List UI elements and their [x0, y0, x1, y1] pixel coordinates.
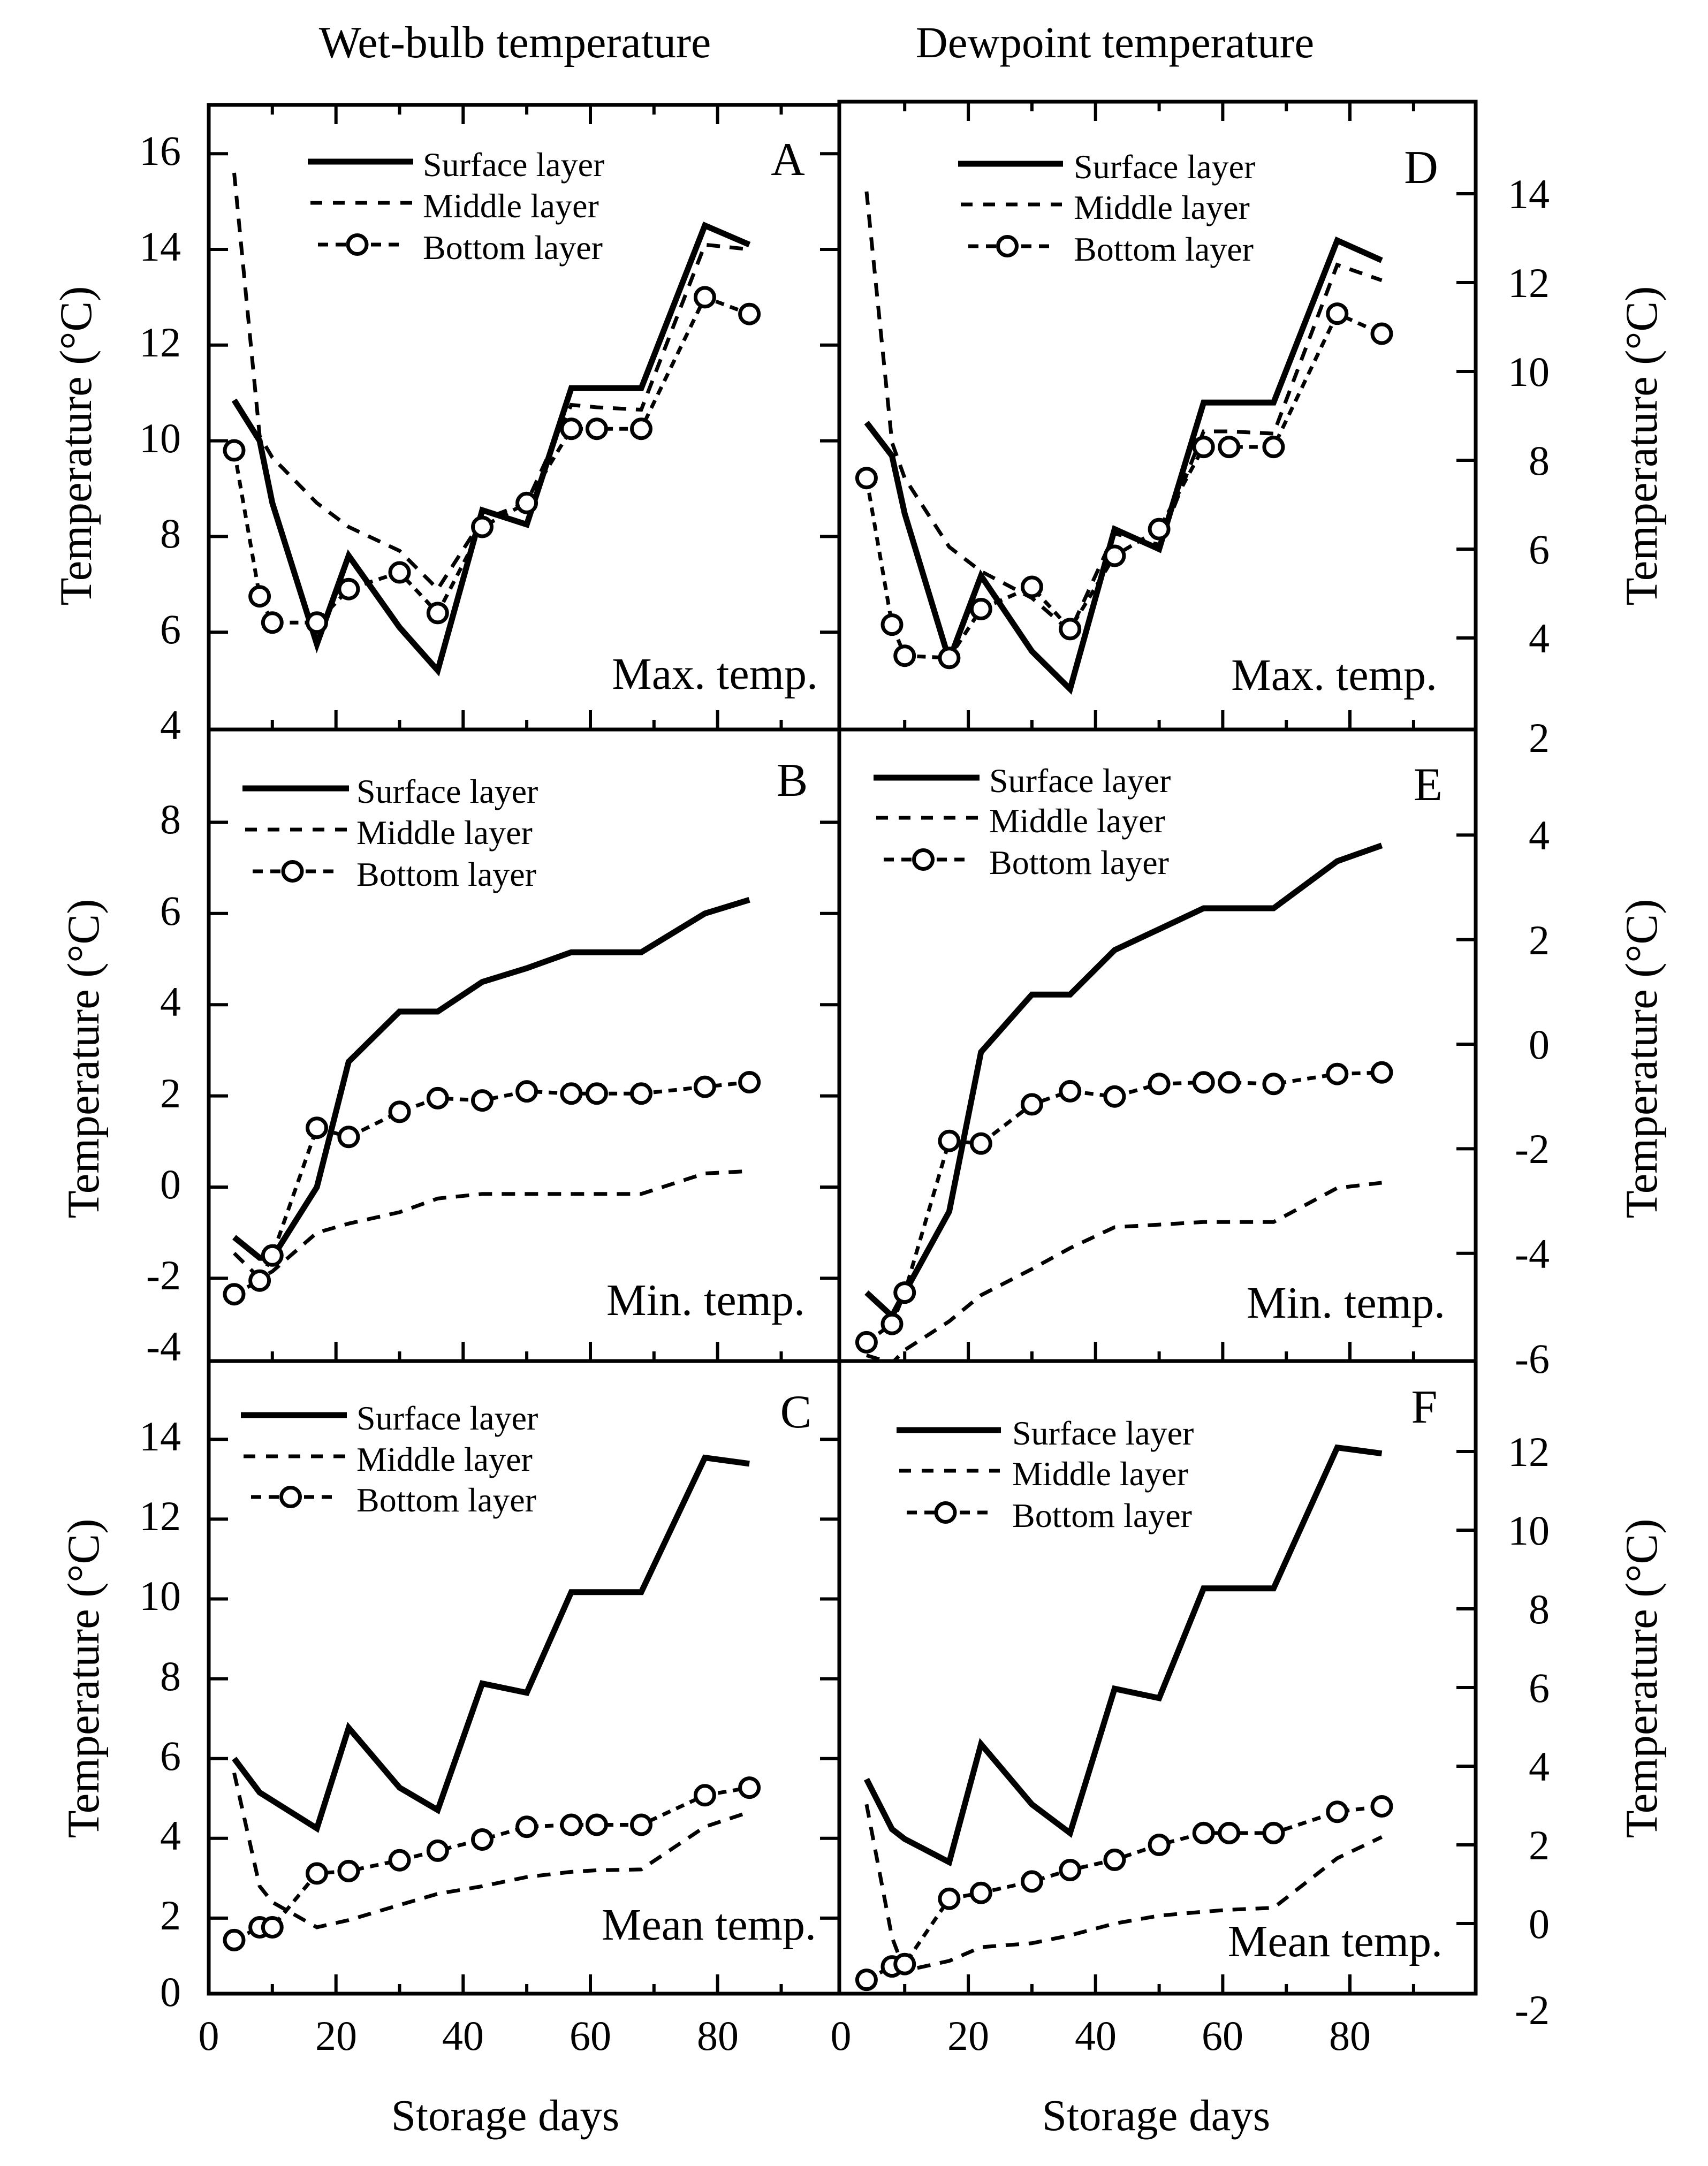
svg-text:Surface layer: Surface layer	[1074, 148, 1255, 186]
svg-text:Surface layer: Surface layer	[989, 762, 1171, 800]
svg-text:6: 6	[160, 1732, 181, 1779]
svg-text:E: E	[1414, 759, 1443, 811]
svg-text:Middle layer: Middle layer	[1074, 188, 1250, 226]
svg-text:6: 6	[160, 887, 181, 934]
svg-text:2: 2	[1529, 917, 1550, 963]
svg-text:Middle layer: Middle layer	[356, 814, 533, 852]
svg-text:Min. temp.: Min. temp.	[606, 1275, 805, 1325]
svg-text:Storage days: Storage days	[391, 2091, 619, 2140]
svg-text:2: 2	[1529, 1822, 1550, 1868]
svg-text:Wet-bulb temperature: Wet-bulb temperature	[319, 18, 711, 67]
svg-text:-6: -6	[1515, 1335, 1550, 1382]
svg-text:Max. temp.: Max. temp.	[1231, 650, 1437, 700]
svg-text:8: 8	[1529, 1586, 1550, 1632]
svg-text:16: 16	[139, 127, 181, 174]
svg-text:0: 0	[160, 1969, 181, 2015]
svg-text:12: 12	[139, 319, 181, 366]
svg-text:0: 0	[1529, 1021, 1550, 1068]
svg-text:8: 8	[1529, 437, 1550, 484]
svg-text:Surface layer: Surface layer	[423, 146, 604, 184]
svg-text:12: 12	[1508, 1428, 1550, 1475]
svg-text:6: 6	[1529, 1665, 1550, 1711]
svg-text:14: 14	[1508, 171, 1550, 217]
svg-text:Temperature (°C): Temperature (°C)	[1616, 1519, 1667, 1838]
svg-text:C: C	[780, 1386, 812, 1438]
svg-text:2: 2	[160, 1070, 181, 1116]
svg-text:Bottom layer: Bottom layer	[356, 855, 536, 893]
svg-text:Temperature (°C): Temperature (°C)	[58, 1519, 109, 1838]
svg-text:12: 12	[1508, 260, 1550, 306]
svg-text:80: 80	[1329, 2012, 1371, 2059]
svg-text:Temperature (°C): Temperature (°C)	[58, 899, 109, 1219]
svg-text:8: 8	[160, 510, 181, 557]
svg-text:6: 6	[1529, 526, 1550, 573]
svg-text:4: 4	[160, 1812, 181, 1859]
svg-text:4: 4	[1529, 615, 1550, 662]
svg-text:80: 80	[697, 2012, 739, 2059]
svg-text:20: 20	[947, 2012, 989, 2059]
svg-text:12: 12	[139, 1493, 181, 1539]
svg-text:40: 40	[442, 2012, 484, 2059]
svg-text:4: 4	[160, 978, 181, 1025]
svg-text:4: 4	[1529, 1743, 1550, 1790]
svg-text:Mean temp.: Mean temp.	[1228, 1917, 1443, 1966]
svg-text:Middle layer: Middle layer	[1012, 1455, 1188, 1493]
svg-text:10: 10	[1508, 348, 1550, 395]
svg-text:2: 2	[160, 1892, 181, 1939]
svg-text:6: 6	[160, 606, 181, 652]
svg-text:4: 4	[1529, 812, 1550, 858]
svg-text:Middle layer: Middle layer	[423, 187, 599, 225]
svg-text:Middle layer: Middle layer	[989, 802, 1165, 840]
svg-text:A: A	[771, 134, 805, 186]
svg-text:10: 10	[1508, 1507, 1550, 1554]
svg-text:-4: -4	[146, 1323, 181, 1370]
svg-text:10: 10	[139, 415, 181, 461]
svg-text:Bottom layer: Bottom layer	[423, 229, 603, 267]
svg-text:0: 0	[831, 2012, 852, 2059]
svg-text:2: 2	[1529, 715, 1550, 761]
svg-text:F: F	[1411, 1381, 1438, 1433]
svg-text:-4: -4	[1515, 1230, 1550, 1277]
svg-text:14: 14	[139, 223, 181, 270]
svg-text:Bottom layer: Bottom layer	[1074, 230, 1254, 268]
svg-text:14: 14	[139, 1413, 181, 1460]
svg-text:60: 60	[570, 2012, 611, 2059]
svg-text:Temperature (°C): Temperature (°C)	[51, 286, 101, 606]
svg-text:D: D	[1404, 142, 1438, 194]
svg-text:Storage days: Storage days	[1042, 2091, 1270, 2140]
svg-text:Surface layer: Surface layer	[1012, 1414, 1194, 1452]
svg-text:Bottom layer: Bottom layer	[989, 843, 1169, 881]
svg-text:60: 60	[1202, 2012, 1243, 2059]
svg-text:Surface layer: Surface layer	[356, 772, 538, 810]
svg-text:Middle layer: Middle layer	[356, 1440, 533, 1478]
svg-text:4: 4	[160, 702, 181, 748]
svg-text:Surface layer: Surface layer	[356, 1399, 538, 1437]
svg-text:0: 0	[1529, 1901, 1550, 1947]
svg-text:-2: -2	[1515, 1987, 1550, 2033]
svg-text:-2: -2	[146, 1252, 181, 1298]
svg-text:B: B	[777, 755, 808, 807]
svg-text:Temperature (°C): Temperature (°C)	[1616, 286, 1667, 606]
svg-text:Bottom layer: Bottom layer	[1012, 1496, 1192, 1534]
svg-text:0: 0	[199, 2012, 219, 2059]
svg-text:20: 20	[315, 2012, 357, 2059]
svg-text:Dewpoint temperature: Dewpoint temperature	[916, 18, 1314, 67]
svg-text:Bottom layer: Bottom layer	[356, 1481, 536, 1519]
svg-text:Mean temp.: Mean temp.	[602, 1900, 816, 1950]
svg-text:Min. temp.: Min. temp.	[1247, 1278, 1445, 1328]
svg-text:8: 8	[160, 796, 181, 842]
svg-text:-2: -2	[1515, 1126, 1550, 1172]
svg-text:Temperature (°C): Temperature (°C)	[1616, 899, 1667, 1219]
svg-text:40: 40	[1075, 2012, 1117, 2059]
svg-text:8: 8	[160, 1653, 181, 1699]
svg-text:10: 10	[139, 1572, 181, 1619]
svg-text:Max. temp.: Max. temp.	[612, 649, 818, 699]
svg-text:0: 0	[160, 1161, 181, 1207]
